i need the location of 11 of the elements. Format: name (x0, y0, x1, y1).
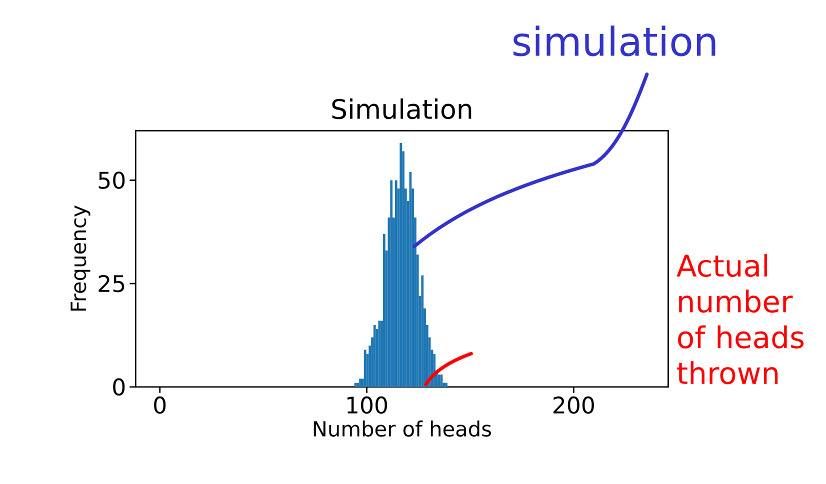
x-tick-label: 0 (154, 396, 166, 414)
y-tick-label: 25 (98, 275, 124, 292)
x-axis-title: Number of heads (314, 420, 491, 437)
x-tick-label: 200 (554, 396, 594, 414)
x-tick-label: 100 (347, 396, 388, 414)
y-tick-label: 0 (113, 378, 125, 396)
y-tick-label: 50 (98, 172, 125, 190)
y-axis-title: Frequency (70, 206, 90, 311)
chart-title: Simulation (332, 98, 472, 120)
annotation: simulation (514, 26, 716, 56)
text: Actual number of heads thrown (676, 254, 804, 384)
